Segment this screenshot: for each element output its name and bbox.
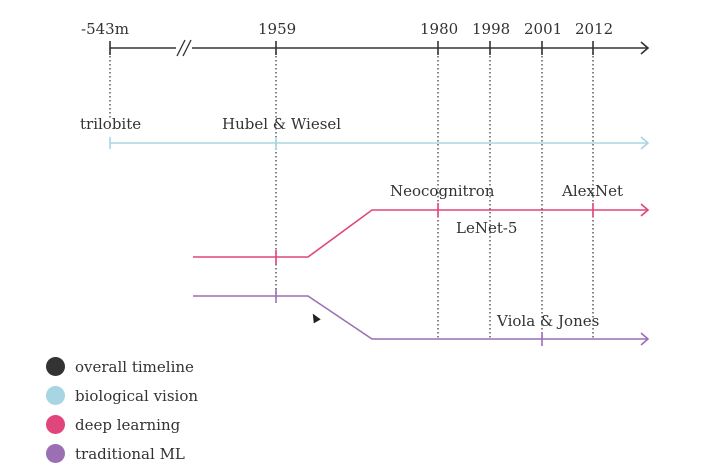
biological-arrowhead-icon <box>640 136 650 150</box>
year-label-1998: 1998 <box>472 20 510 38</box>
legend-label-overall: overall timeline <box>75 357 194 376</box>
legend-item-overall: overall timeline <box>46 352 198 381</box>
legend: overall timeline biological vision deep … <box>46 352 198 468</box>
legend-item-traditional: traditional ML <box>46 439 198 468</box>
event-trilobite: trilobite <box>80 115 141 133</box>
traditional-ml-line <box>193 289 650 346</box>
year-label-1959: 1959 <box>258 20 296 38</box>
event-alexnet: AlexNet <box>561 182 623 200</box>
deep-learning-arrowhead-icon <box>640 203 650 217</box>
year-label-543m: -543m <box>81 20 129 38</box>
legend-label-traditional: traditional ML <box>75 444 185 463</box>
axis-break-icon <box>176 39 192 57</box>
event-neocognitron: Neocognitron <box>390 182 495 200</box>
overall-timeline-line <box>109 41 650 55</box>
event-viola-jones: Viola & Jones <box>496 312 599 330</box>
year-label-2001: 2001 <box>524 20 562 38</box>
year-label-2012: 2012 <box>575 20 613 38</box>
legend-swatch-deep-learning <box>46 415 65 434</box>
legend-label-biological: biological vision <box>75 386 199 405</box>
year-label-1980: 1980 <box>420 20 458 38</box>
event-lenet: LeNet-5 <box>456 219 517 237</box>
legend-item-biological: biological vision <box>46 381 198 410</box>
legend-swatch-traditional <box>46 444 65 463</box>
traditional-arrowhead-icon <box>640 332 650 346</box>
overall-arrowhead-icon <box>640 41 650 55</box>
deep-learning-line <box>193 203 650 264</box>
legend-swatch-biological <box>46 386 65 405</box>
biological-vision-line <box>109 136 650 150</box>
event-hubel-wiesel: Hubel & Wiesel <box>222 115 341 133</box>
legend-swatch-overall <box>46 357 65 376</box>
legend-label-deep-learning: deep learning <box>75 415 181 434</box>
legend-item-deep-learning: deep learning <box>46 410 198 439</box>
dotted-guides <box>109 48 594 339</box>
